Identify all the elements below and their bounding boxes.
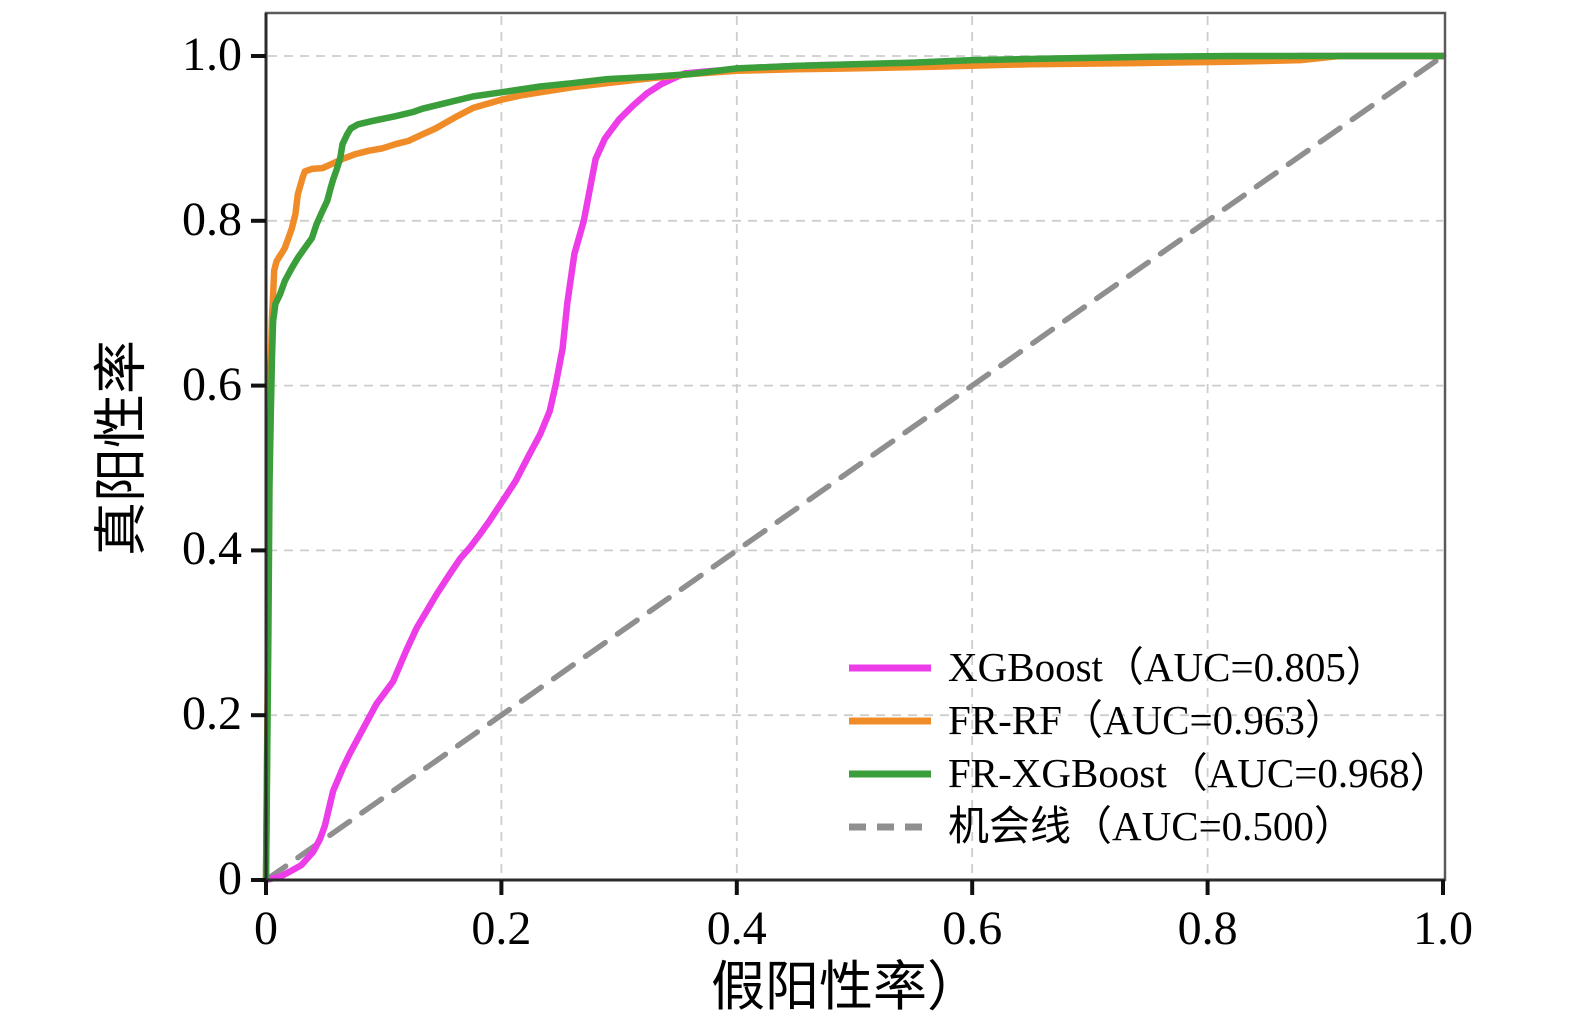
legend-label: FR-XGBoost（AUC=0.968） [948, 750, 1451, 796]
series-line-fr-rf [262, 52, 1447, 884]
legend-item-fr-xgboost: FR-XGBoost（AUC=0.968） [846, 747, 1451, 800]
y-tick-label: 0.2 [182, 687, 242, 741]
series-line-chance-line [263, 53, 1446, 883]
legend-swatch-fr-xgboost [849, 770, 931, 777]
legend: XGBoost（AUC=0.805） FR-RF（AUC=0.963） FR-XGB… [846, 641, 1451, 853]
y-tick-label: 0.8 [182, 192, 242, 246]
legend-item-xgboost: XGBoost（AUC=0.805） [846, 641, 1451, 694]
x-tick-label: 0 [254, 902, 278, 955]
y-axis-title: 真阳性率 [91, 340, 152, 556]
x-tick-label: 0.2 [471, 902, 532, 955]
y-tick-label: 0 [218, 852, 242, 906]
legend-swatch-xgboost [849, 664, 931, 671]
y-tick-label: 1.0 [182, 28, 242, 82]
legend-swatch-chance-line [849, 823, 931, 830]
roc-curves [262, 52, 1447, 884]
legend-swatch-fr-rf [849, 717, 931, 724]
x-tick-label: 1.0 [1413, 902, 1473, 955]
y-tick-label: 0.4 [182, 522, 242, 576]
x-tick-label: 0.6 [942, 902, 1003, 955]
series-line-fr-xgboost [262, 52, 1447, 884]
x-tick-label: 0.4 [706, 902, 767, 955]
legend-item-chance-line: 机会线（AUC=0.500） [846, 800, 1451, 853]
legend-label: XGBoost（AUC=0.805） [948, 644, 1387, 690]
legend-label: 机会线（AUC=0.500） [948, 803, 1355, 849]
x-axis-title: 假阳性率） [711, 957, 981, 1017]
legend-label: FR-RF（AUC=0.963） [948, 697, 1346, 743]
y-tick-label: 0.6 [182, 357, 242, 411]
x-tick-label: 0.8 [1177, 902, 1238, 955]
legend-item-fr-rf: FR-RF（AUC=0.963） [846, 694, 1451, 747]
tick-marks [251, 54, 1445, 895]
